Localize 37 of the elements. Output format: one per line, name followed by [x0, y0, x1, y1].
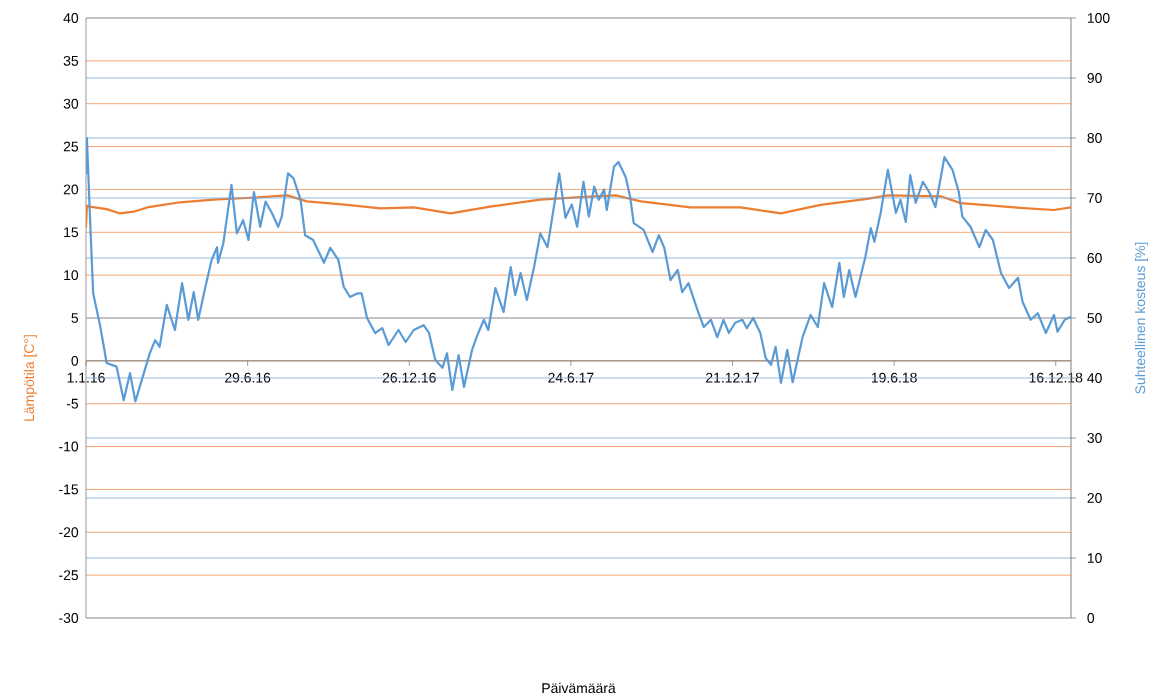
y2-tick-label: 60 [1087, 253, 1102, 263]
y-tick-label: -25 [59, 570, 79, 581]
y2-axis-title: Suhteellinen kosteus [%] [1134, 242, 1148, 394]
y2-tick-label: 80 [1087, 133, 1102, 143]
y-tick-label: 25 [63, 141, 79, 152]
y-tick-label: -15 [59, 484, 79, 495]
y2-tick-label: 100 [1087, 13, 1110, 23]
x-tick-label: 19.6.18 [871, 372, 917, 383]
y2-tick-label: 50 [1087, 313, 1102, 323]
y-tick-label: -5 [66, 398, 79, 409]
x-tick-label: 21.12.17 [706, 372, 759, 383]
y2-tick-label: 90 [1087, 73, 1102, 83]
x-tick-label: 24.6.17 [548, 372, 594, 383]
line-series [86, 194, 1072, 230]
y2-tick-label: 0 [1087, 613, 1095, 623]
y2-tick-label: 40 [1087, 373, 1102, 383]
y-tick-label: 5 [71, 313, 79, 323]
y-tick-label: -20 [59, 527, 79, 538]
x-axis-title: Päivämäärä [542, 682, 616, 694]
y-tick-label: 20 [63, 184, 79, 195]
y-axis-title: Lämpötila [C°] [23, 335, 37, 421]
x-tick-label: 26.12.16 [382, 372, 436, 383]
x-tick-label: 16.12.18 [1029, 372, 1083, 383]
y-tick-label: -30 [59, 613, 79, 623]
y-tick-label: 10 [64, 270, 79, 281]
x-tick-label: 1.1.16 [67, 372, 105, 383]
y-tick-label: -10 [59, 441, 79, 452]
y2-tick-label: 20 [1087, 493, 1102, 503]
y-tick-label: 0 [71, 355, 79, 366]
x-tick-label: 29.6.16 [225, 372, 271, 383]
y2-tick-label: 10 [1087, 553, 1102, 563]
y-tick-label: 15 [64, 227, 79, 238]
y2-tick-label: 70 [1087, 193, 1102, 203]
y-tick-label: 40 [63, 13, 79, 23]
y2-tick-label: 30 [1087, 433, 1102, 443]
y-tick-label: 30 [63, 98, 79, 109]
y-tick-label: 35 [63, 55, 79, 66]
